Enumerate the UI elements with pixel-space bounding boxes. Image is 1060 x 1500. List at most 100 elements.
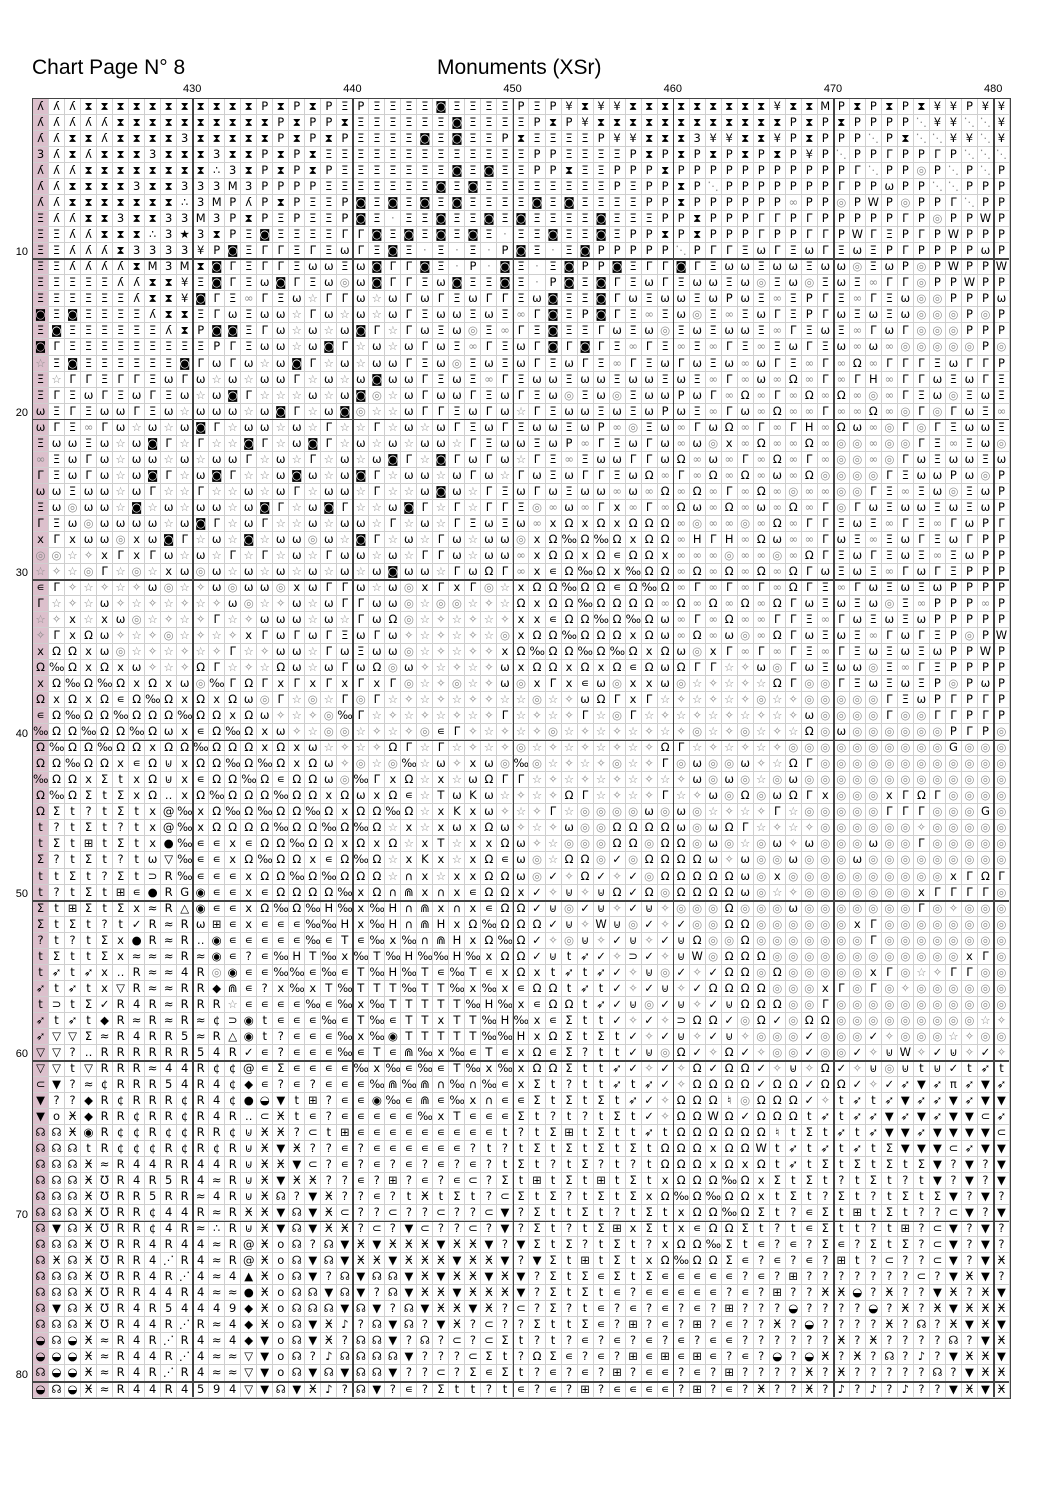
chart-cell: Γ xyxy=(225,275,242,292)
chart-cell: Ω xyxy=(337,868,354,885)
chart-cell: ∊ xyxy=(689,1365,706,1382)
chart-cell: ∊ xyxy=(433,724,450,741)
chart-cell: ‰ xyxy=(337,884,354,901)
chart-cell: Ξ xyxy=(113,387,130,404)
chart-cell: ✧ xyxy=(785,836,802,853)
chart-cell: ⊍ xyxy=(881,1044,898,1061)
chart-cell: x xyxy=(657,547,674,564)
chart-cell: P xyxy=(273,179,290,196)
chart-cell: ω xyxy=(385,547,402,564)
chart-cell: Γ xyxy=(689,579,706,596)
chart-cell: ☆ xyxy=(177,612,194,629)
chart-cell: R xyxy=(177,1044,194,1061)
chart-cell: ✧ xyxy=(609,948,626,965)
chart-cell: ☆ xyxy=(337,612,354,629)
chart-cell: P xyxy=(705,227,722,244)
chart-cell: Γ xyxy=(913,227,930,244)
chart-cell: Ξ xyxy=(433,259,450,276)
chart-cell: ◙ xyxy=(353,531,370,548)
chart-cell: ʎ xyxy=(65,99,82,116)
chart-cell: ☊ xyxy=(33,1221,50,1238)
chart-cell: Γ xyxy=(321,676,338,693)
chart-cell: H xyxy=(385,916,402,933)
chart-cell: ⋱ xyxy=(865,163,882,180)
chart-cell: ➶ xyxy=(897,1076,914,1093)
chart-cell: Ӿ xyxy=(273,1108,290,1125)
chart-cell: ◎ xyxy=(881,900,898,917)
chart-cell: x xyxy=(161,676,178,693)
chart-cell: Ξ xyxy=(465,515,482,532)
chart-cell: ⊞ xyxy=(65,900,82,917)
chart-cell: ◎ xyxy=(801,804,818,821)
chart-cell: ◙ xyxy=(289,355,306,372)
chart-cell: t xyxy=(129,868,146,885)
chart-cell: ✓ xyxy=(657,932,674,949)
chart-cell: Σ xyxy=(593,1141,610,1158)
chart-cell: ω xyxy=(337,323,354,340)
chart-cell: ☊ xyxy=(33,1125,50,1142)
chart-cell: Γ xyxy=(897,515,914,532)
chart-cell: ◎ xyxy=(817,836,834,853)
chart-cell: ▼ xyxy=(977,1333,994,1350)
chart-cell: ∞ xyxy=(753,451,770,468)
chart-cell: t xyxy=(641,1173,658,1190)
chart-cell: t xyxy=(849,1189,866,1206)
chart-cell: ω xyxy=(673,403,690,420)
chart-cell: P xyxy=(801,307,818,324)
chart-cell: ◎ xyxy=(961,980,978,997)
chart-cell: ☆ xyxy=(289,499,306,516)
chart-cell: ʎ xyxy=(33,131,50,148)
chart-cell: ♪ xyxy=(913,1349,930,1366)
chart-cell: Ω xyxy=(529,1044,546,1061)
chart-cell: Ω xyxy=(673,499,690,516)
chart-cell: R xyxy=(209,1028,226,1045)
chart-cell: ✧ xyxy=(513,788,530,805)
chart-cell: ◎ xyxy=(753,884,770,901)
chart-cell: ⧗ xyxy=(689,99,706,116)
chart-cell: x xyxy=(97,964,114,981)
chart-cell: ω xyxy=(481,467,498,484)
chart-cell: ◎ xyxy=(817,724,834,741)
chart-cell: ? xyxy=(321,1157,338,1174)
chart-cell: P xyxy=(561,435,578,452)
chart-cell: P xyxy=(817,195,834,212)
chart-cell: ◎ xyxy=(945,996,962,1013)
chart-cell: ➶ xyxy=(833,1125,850,1142)
chart-cell: ▽ xyxy=(49,1044,66,1061)
chart-cell: Ω xyxy=(689,1173,706,1190)
chart-cell: Γ xyxy=(817,307,834,324)
chart-cell: ☊ xyxy=(289,1221,306,1238)
chart-cell: ʎ xyxy=(81,147,98,164)
chart-cell: ☆ xyxy=(385,467,402,484)
chart-cell: t xyxy=(49,932,66,949)
chart-cell: ◙ xyxy=(33,339,50,356)
chart-cell: ? xyxy=(273,1076,290,1093)
chart-cell: ◎ xyxy=(881,852,898,869)
chart-cell: Ξ xyxy=(881,644,898,661)
chart-cell: P xyxy=(257,147,274,164)
chart-cell: ω xyxy=(513,355,530,372)
chart-cell: ✧ xyxy=(33,628,50,645)
chart-cell: Ξ xyxy=(369,147,386,164)
chart-cell: Ξ xyxy=(129,307,146,324)
chart-cell: ☊ xyxy=(401,1301,418,1318)
chart-cell: Γ xyxy=(785,323,802,340)
chart-cell: ? xyxy=(897,1333,914,1350)
chart-cell: ω xyxy=(961,419,978,436)
chart-cell: ⧗ xyxy=(113,115,130,132)
chart-cell: Ω xyxy=(513,595,530,612)
chart-cell: ω xyxy=(641,403,658,420)
chart-cell: ◎ xyxy=(833,499,850,516)
chart-cell: Γ xyxy=(785,419,802,436)
chart-cell: ∊ xyxy=(769,1253,786,1270)
chart-cell: 4 xyxy=(193,1173,210,1190)
chart-cell: x xyxy=(161,563,178,580)
chart-cell: ▼ xyxy=(977,1125,994,1142)
chart-cell: Ω xyxy=(353,836,370,853)
chart-cell: ω xyxy=(705,291,722,308)
chart-cell: Ξ xyxy=(513,115,530,132)
chart-cell: R xyxy=(129,1076,146,1093)
chart-cell: ∊ xyxy=(721,1333,738,1350)
chart-cell: Ω xyxy=(737,1189,754,1206)
chart-cell: Ӿ xyxy=(81,1381,98,1398)
